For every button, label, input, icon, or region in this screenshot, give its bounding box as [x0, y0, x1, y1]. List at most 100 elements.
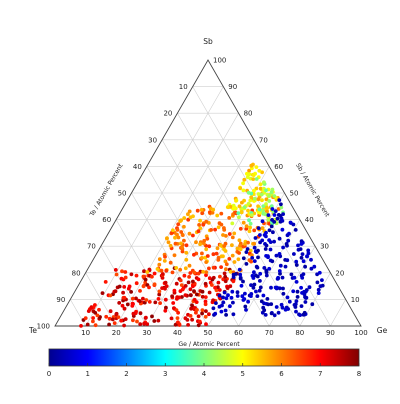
- data-point: [93, 323, 98, 328]
- data-point: [246, 299, 251, 304]
- tick-label-bottom: 100: [354, 329, 367, 337]
- data-point: [205, 254, 210, 258]
- data-point: [277, 198, 282, 203]
- data-point: [157, 289, 162, 294]
- data-point: [114, 312, 119, 317]
- data-point: [191, 284, 195, 289]
- data-point: [182, 216, 187, 220]
- data-point: [112, 321, 117, 325]
- data-point: [251, 177, 256, 182]
- data-point: [252, 270, 256, 275]
- data-point: [200, 256, 204, 260]
- data-point: [165, 236, 169, 241]
- data-point: [113, 289, 118, 294]
- data-point: [252, 241, 257, 246]
- tick-label-left: 50: [118, 190, 127, 198]
- data-point: [300, 252, 305, 256]
- tick-label-left: 30: [148, 136, 157, 144]
- data-point: [180, 233, 185, 237]
- data-point: [315, 280, 320, 285]
- grid-line-te-50: [131, 192, 209, 327]
- data-point: [172, 253, 177, 258]
- data-point: [318, 284, 323, 289]
- data-point: [216, 255, 221, 260]
- data-point: [273, 209, 278, 214]
- data-point: [306, 248, 311, 253]
- data-point: [152, 271, 157, 276]
- data-point: [299, 255, 304, 260]
- data-point: [129, 272, 134, 277]
- data-point: [79, 324, 83, 328]
- tick-label-right: 100: [213, 57, 226, 65]
- data-point: [242, 205, 247, 210]
- data-point: [272, 213, 277, 217]
- data-point: [175, 228, 180, 232]
- data-point: [294, 280, 299, 284]
- data-point: [234, 272, 238, 276]
- data-point: [83, 316, 88, 320]
- data-point: [200, 289, 205, 294]
- data-point: [144, 315, 148, 320]
- data-point: [184, 243, 189, 248]
- data-point: [162, 259, 167, 263]
- data-point: [248, 248, 253, 253]
- data-point: [224, 234, 228, 238]
- data-point: [256, 226, 261, 231]
- data-point: [288, 220, 293, 225]
- data-point: [261, 204, 266, 209]
- data-point: [180, 245, 184, 250]
- data-point: [186, 323, 191, 327]
- data-point: [126, 286, 131, 291]
- data-point: [147, 300, 152, 304]
- data-point: [191, 279, 195, 284]
- data-point: [274, 305, 279, 309]
- data-point: [131, 318, 135, 323]
- data-point: [147, 267, 152, 272]
- data-point: [279, 205, 284, 210]
- data-point: [122, 295, 127, 300]
- data-point: [179, 241, 183, 246]
- data-point: [267, 228, 272, 233]
- data-point: [256, 248, 260, 253]
- data-point: [122, 323, 126, 328]
- data-point: [260, 219, 265, 224]
- data-point: [242, 198, 247, 203]
- data-point: [241, 279, 245, 284]
- data-point: [249, 195, 254, 200]
- data-point: [238, 226, 243, 231]
- data-point: [265, 297, 270, 301]
- data-point: [310, 302, 315, 307]
- data-point: [183, 284, 188, 288]
- data-point: [252, 228, 257, 233]
- data-point: [145, 322, 150, 326]
- data-point: [225, 205, 230, 210]
- data-point: [216, 280, 221, 285]
- tick-label-left: 40: [133, 163, 142, 171]
- data-point: [256, 255, 260, 260]
- data-point: [267, 266, 272, 271]
- data-point: [264, 243, 269, 248]
- data-point: [203, 314, 208, 319]
- data-point: [298, 247, 303, 252]
- data-point: [251, 285, 256, 290]
- data-point: [187, 231, 192, 236]
- colorbar-tick-label: 4: [202, 370, 207, 378]
- data-point: [204, 270, 209, 275]
- data-point: [278, 254, 283, 259]
- data-point: [219, 265, 224, 269]
- data-point: [266, 213, 271, 218]
- data-point: [91, 316, 95, 320]
- data-point: [267, 193, 272, 198]
- data-point: [213, 285, 218, 290]
- data-point: [320, 278, 324, 282]
- data-point: [222, 244, 227, 248]
- data-point: [125, 302, 130, 307]
- data-point: [230, 235, 235, 240]
- data-point: [173, 322, 178, 327]
- data-point: [278, 271, 282, 276]
- data-point: [121, 290, 125, 295]
- data-point: [275, 216, 280, 221]
- data-point: [219, 222, 224, 227]
- grid-line-ge-50: [207, 192, 285, 327]
- data-point: [144, 298, 149, 302]
